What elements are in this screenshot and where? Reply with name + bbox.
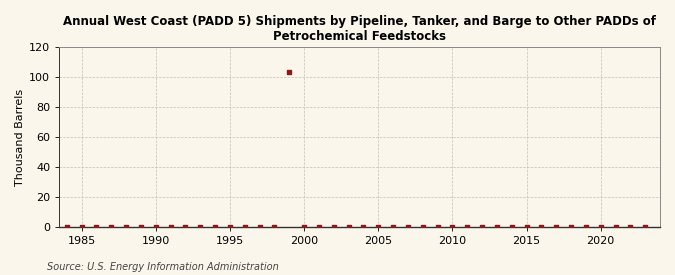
Point xyxy=(136,225,146,229)
Y-axis label: Thousand Barrels: Thousand Barrels xyxy=(15,89,25,186)
Point xyxy=(121,225,132,229)
Point xyxy=(610,225,621,229)
Point xyxy=(491,225,502,229)
Point xyxy=(284,70,294,75)
Point xyxy=(373,225,383,229)
Point xyxy=(151,225,161,229)
Point xyxy=(595,225,606,229)
Point xyxy=(210,225,221,229)
Point xyxy=(417,225,428,229)
Point xyxy=(313,225,324,229)
Point xyxy=(195,225,206,229)
Point xyxy=(521,225,532,229)
Point xyxy=(447,225,458,229)
Point xyxy=(387,225,398,229)
Point xyxy=(625,225,636,229)
Point xyxy=(640,225,651,229)
Point xyxy=(254,225,265,229)
Point xyxy=(551,225,562,229)
Point xyxy=(462,225,472,229)
Point xyxy=(506,225,517,229)
Point xyxy=(240,225,250,229)
Point xyxy=(298,225,309,229)
Point xyxy=(106,225,117,229)
Point xyxy=(76,225,87,229)
Point xyxy=(358,225,369,229)
Point xyxy=(225,225,236,229)
Point xyxy=(432,225,443,229)
Title: Annual West Coast (PADD 5) Shipments by Pipeline, Tanker, and Barge to Other PAD: Annual West Coast (PADD 5) Shipments by … xyxy=(63,15,656,43)
Point xyxy=(165,225,176,229)
Point xyxy=(477,225,487,229)
Point xyxy=(91,225,102,229)
Point xyxy=(269,225,279,229)
Point xyxy=(536,225,547,229)
Point xyxy=(47,225,57,229)
Point xyxy=(180,225,191,229)
Point xyxy=(566,225,576,229)
Point xyxy=(61,225,72,229)
Text: Source: U.S. Energy Information Administration: Source: U.S. Energy Information Administ… xyxy=(47,262,279,272)
Point xyxy=(343,225,354,229)
Point xyxy=(402,225,413,229)
Point xyxy=(328,225,339,229)
Point xyxy=(580,225,591,229)
